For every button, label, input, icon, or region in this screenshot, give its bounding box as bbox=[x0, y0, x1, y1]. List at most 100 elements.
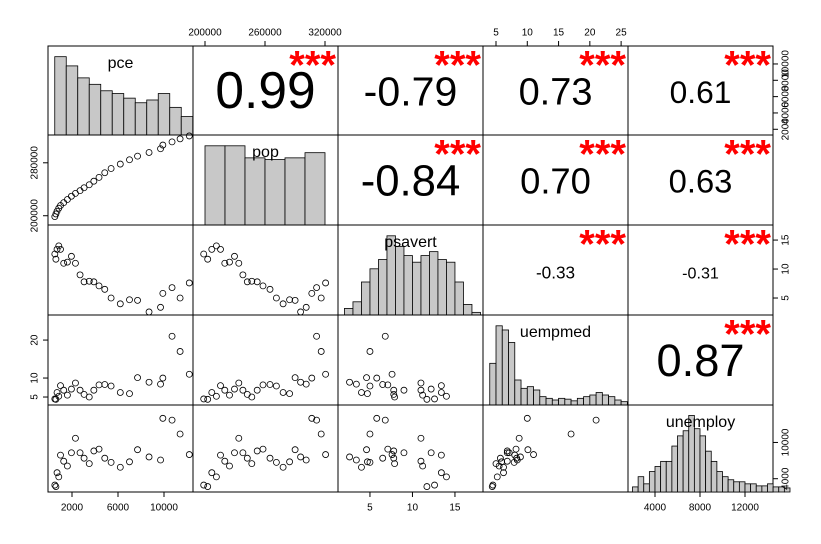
histogram-bar bbox=[157, 93, 171, 136]
scatter-point bbox=[200, 250, 208, 258]
scatter-point bbox=[388, 451, 396, 458]
scatter-point bbox=[221, 386, 229, 394]
scatter-point bbox=[308, 289, 316, 297]
histogram-bar bbox=[733, 481, 740, 493]
scatter-point bbox=[145, 308, 153, 316]
scatter-point bbox=[85, 460, 93, 468]
scatter-point bbox=[317, 348, 325, 355]
y-tick-label: 10000 bbox=[781, 50, 792, 78]
scatter-point bbox=[239, 386, 247, 394]
scatter-point bbox=[437, 469, 445, 477]
histogram-bar bbox=[146, 99, 159, 136]
scatter-point bbox=[352, 456, 360, 464]
scatter-point bbox=[364, 458, 371, 466]
histogram-bar bbox=[677, 435, 684, 493]
histogram-bar bbox=[589, 394, 597, 406]
histogram-bar bbox=[744, 483, 752, 493]
histogram-bar bbox=[545, 397, 553, 406]
histogram-bar bbox=[169, 106, 182, 136]
scatter-point bbox=[72, 434, 79, 442]
scatter-point bbox=[259, 445, 267, 453]
scatter-point bbox=[391, 393, 399, 401]
scatter-point bbox=[200, 481, 208, 489]
scatter-point bbox=[381, 332, 389, 340]
scatter-point bbox=[212, 473, 220, 481]
scatter-point bbox=[116, 300, 124, 308]
scatter-point bbox=[493, 473, 501, 481]
scatter-point bbox=[185, 451, 193, 458]
scatter-point bbox=[512, 445, 520, 453]
correlation-value: 0.63 bbox=[669, 163, 733, 200]
significance-stars: *** bbox=[724, 133, 771, 177]
scatter-point bbox=[248, 460, 256, 468]
scatter-point bbox=[417, 379, 425, 387]
histogram-bar bbox=[65, 65, 79, 136]
scatter-point bbox=[126, 156, 133, 164]
scatter-point bbox=[427, 449, 435, 457]
variable-name: pop bbox=[252, 144, 279, 161]
variable-name: pce bbox=[108, 55, 134, 72]
scatter-point bbox=[437, 389, 445, 396]
histogram-bar bbox=[361, 281, 371, 316]
scatter-point bbox=[72, 189, 79, 197]
scatter-point bbox=[80, 184, 88, 192]
x-tick-label: 15 bbox=[553, 28, 565, 39]
scatter-point bbox=[253, 447, 261, 455]
scatter-point bbox=[443, 392, 450, 400]
scatter-point bbox=[592, 416, 600, 424]
scatter-point bbox=[176, 135, 184, 143]
scatter-point bbox=[157, 456, 164, 464]
scatter-point bbox=[212, 392, 220, 400]
scatter-point bbox=[243, 390, 251, 398]
scatter-point bbox=[313, 416, 321, 424]
scatter-point bbox=[226, 462, 233, 470]
scatter-point bbox=[116, 463, 124, 471]
scatter-point bbox=[384, 381, 392, 389]
scatter-point bbox=[317, 430, 325, 438]
scatter-point bbox=[159, 414, 167, 422]
scatter-point bbox=[60, 457, 68, 465]
correlation-value: -0.79 bbox=[364, 68, 458, 114]
scatter-point bbox=[417, 386, 425, 394]
histogram-bar bbox=[783, 487, 791, 493]
histogram-bar bbox=[705, 450, 712, 493]
scatter-point bbox=[366, 458, 374, 466]
x-tick-label: 12000 bbox=[731, 503, 759, 514]
variable-name: unemploy bbox=[666, 414, 735, 431]
panel bbox=[337, 404, 484, 493]
scatter-point bbox=[308, 374, 316, 382]
histogram-bar bbox=[558, 397, 566, 406]
scatter-point bbox=[64, 196, 71, 203]
scatter-point bbox=[266, 454, 274, 462]
y-tick-label: 2000 bbox=[781, 118, 792, 141]
variable-name: uempmed bbox=[520, 324, 591, 341]
scatter-point bbox=[159, 374, 167, 382]
scatter-point bbox=[85, 393, 93, 401]
scatter-point bbox=[363, 446, 370, 454]
significance-stars: *** bbox=[724, 44, 771, 88]
x-tick-label: 25 bbox=[616, 28, 628, 39]
scatter-point bbox=[505, 449, 513, 457]
scatter-point bbox=[134, 374, 141, 382]
histogram-bar bbox=[637, 476, 645, 493]
scatter-point bbox=[68, 192, 75, 200]
scatter-point bbox=[101, 285, 109, 293]
scatter-point bbox=[57, 245, 64, 253]
scatter-point bbox=[390, 447, 398, 455]
scatter-point bbox=[107, 165, 115, 172]
scatter-point bbox=[64, 462, 71, 470]
scatter-point bbox=[208, 469, 216, 477]
scatter-point bbox=[524, 446, 532, 454]
scatter-point bbox=[76, 187, 84, 195]
scatter-point bbox=[297, 308, 305, 316]
scatter-point bbox=[291, 446, 299, 454]
scatter-point bbox=[253, 386, 261, 394]
scatter-point bbox=[231, 449, 238, 457]
scatter-point bbox=[57, 451, 64, 459]
y-tick-label: 6000 bbox=[781, 85, 792, 108]
scatter-point bbox=[503, 447, 511, 455]
scatter-point bbox=[159, 141, 167, 149]
scatter-point bbox=[346, 378, 353, 386]
scatter-point bbox=[431, 395, 438, 403]
scatter-point bbox=[503, 449, 511, 457]
